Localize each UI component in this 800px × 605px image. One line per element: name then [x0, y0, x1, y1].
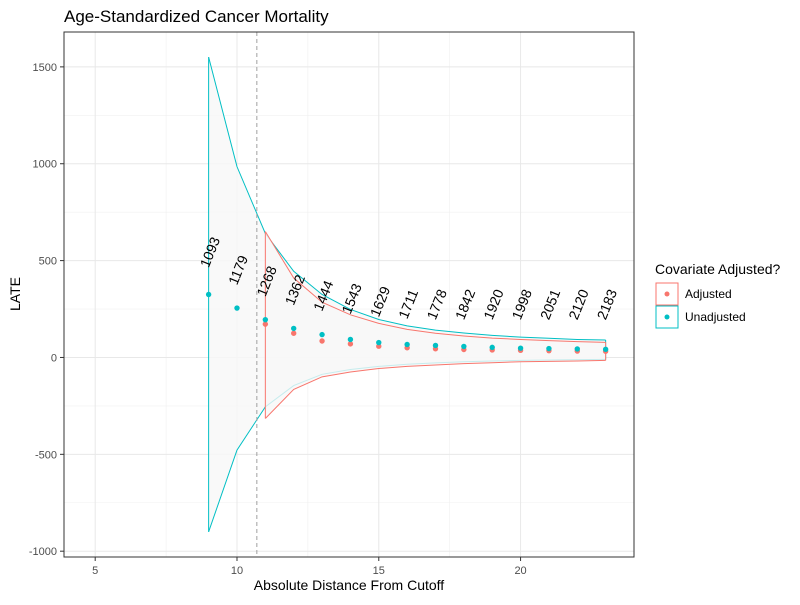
unadjusted-point — [489, 344, 495, 351]
unadjusted-point — [574, 346, 580, 352]
y-axis-title: LATE — [7, 277, 23, 311]
unadjusted-point — [602, 346, 609, 353]
adjusted-ci-lower-line — [264, 359, 606, 419]
unadjusted-point — [404, 341, 410, 348]
adjusted-point — [319, 338, 325, 344]
plot-panel — [64, 32, 634, 557]
x-tick-label: 5 — [92, 565, 98, 577]
confidence-band-layer — [208, 57, 607, 532]
unadjusted-point — [517, 345, 524, 351]
legend-key-unadjusted-point — [664, 314, 670, 320]
legend-label-adjusted: Adjusted — [685, 287, 732, 301]
legend-label-unadjusted: Unadjusted — [685, 310, 746, 324]
adjusted-point — [347, 341, 354, 347]
y-tick-label: 1500 — [33, 62, 57, 74]
unadjusted-point — [461, 343, 467, 350]
y-tick-label: -500 — [35, 449, 57, 461]
legend-title: Covariate Adjusted? — [655, 261, 781, 277]
x-tick-label: 10 — [231, 565, 243, 577]
unadjusted-point — [262, 316, 269, 323]
x-tick-label: 20 — [514, 565, 526, 577]
unadjusted-point — [546, 345, 552, 352]
adjusted-point — [262, 321, 269, 327]
legend: Covariate Adjusted? Adjusted Unadjusted — [655, 261, 781, 329]
unadjusted-point — [432, 342, 439, 349]
legend-key-adjusted-point — [664, 291, 670, 297]
y-tick-label: -1000 — [29, 546, 57, 558]
unadjusted-point — [376, 339, 382, 346]
y-tick-label: 0 — [51, 352, 57, 364]
chart-title: Age-Standardized Cancer Mortality — [64, 7, 329, 26]
y-tick-label: 500 — [39, 256, 57, 268]
unadjusted-point — [319, 331, 325, 338]
unadjusted-point — [234, 305, 240, 311]
unadjusted-point — [291, 325, 297, 332]
unadjusted-point — [205, 291, 212, 298]
adjusted-point — [291, 330, 297, 336]
point-layer — [205, 291, 609, 354]
x-tick-label: 15 — [373, 565, 385, 577]
y-tick-label: 1000 — [33, 159, 57, 171]
adjusted-ci-upper-line — [264, 231, 606, 343]
axis-layer: 5 10 15 20 -1000 -500 0 500 1000 1500 — [29, 62, 527, 577]
x-axis-title: Absolute Distance From Cutoff — [254, 577, 444, 593]
plot-panel-border — [63, 31, 635, 558]
unadjusted-point — [347, 336, 354, 343]
unadjusted-ci-upper-line — [208, 57, 606, 341]
